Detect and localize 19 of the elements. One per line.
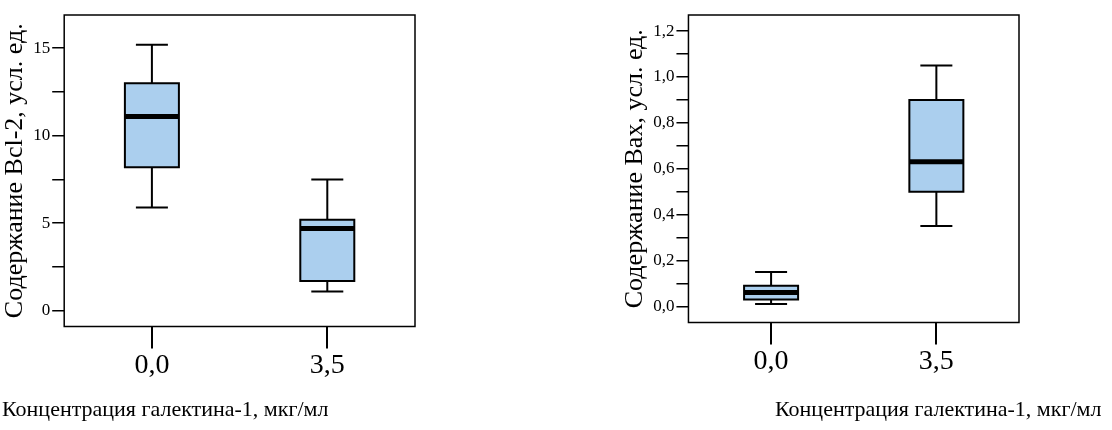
- x-axis-title: Концентрация галектина-1, мкг/мл: [775, 396, 1102, 422]
- y-axis-title: Содержание Bax, усл. ед.: [619, 29, 649, 309]
- y-tick-label: 5: [41, 212, 51, 232]
- x-tick-label: 3,5: [309, 347, 345, 379]
- y-tick-label: 0,6: [653, 158, 675, 178]
- y-tick-label: 10: [33, 125, 51, 145]
- y-tick-label: 0,2: [653, 249, 675, 269]
- y-tick-label: 0,8: [653, 112, 675, 132]
- y-axis-title: Содержание Bcl-2, усл. ед.: [0, 23, 29, 319]
- x-tick-label: 0,0: [753, 343, 789, 375]
- y-tick-label: 0: [41, 300, 51, 320]
- x-axis-title: Концентрация галектина-1, мкг/мл: [2, 396, 329, 422]
- x-tick-label: 3,5: [918, 343, 954, 375]
- y-tick-label: 1,2: [653, 20, 675, 40]
- y-tick-label: 15: [33, 37, 51, 57]
- y-tick-label: 0,4: [653, 204, 675, 224]
- y-tick-label: 1,0: [653, 66, 675, 86]
- x-tick-label: 0,0: [134, 347, 170, 379]
- y-tick-label: 0,0: [653, 295, 675, 315]
